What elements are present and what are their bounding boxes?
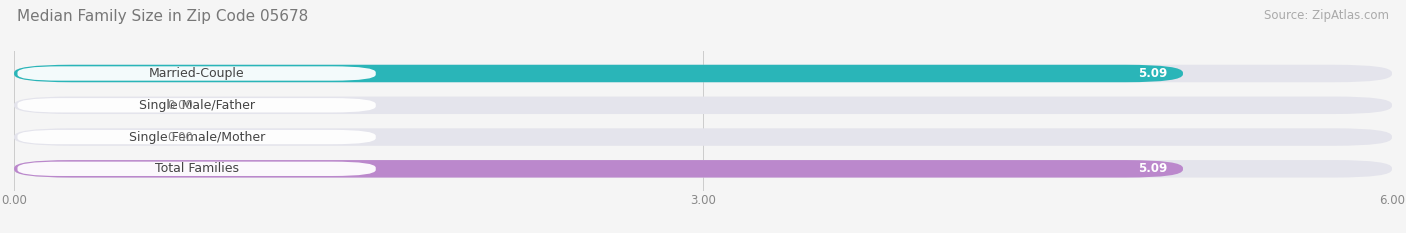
FancyBboxPatch shape (17, 66, 375, 81)
FancyBboxPatch shape (14, 160, 1392, 178)
FancyBboxPatch shape (14, 96, 1392, 114)
Text: 0.00: 0.00 (167, 130, 193, 144)
FancyBboxPatch shape (17, 98, 375, 113)
Text: Source: ZipAtlas.com: Source: ZipAtlas.com (1264, 9, 1389, 22)
FancyBboxPatch shape (14, 65, 1182, 82)
FancyBboxPatch shape (14, 160, 1182, 178)
FancyBboxPatch shape (14, 65, 1392, 82)
Text: 5.09: 5.09 (1137, 67, 1167, 80)
Text: Married-Couple: Married-Couple (149, 67, 245, 80)
FancyBboxPatch shape (17, 162, 375, 176)
FancyBboxPatch shape (17, 130, 375, 144)
Text: Single Female/Mother: Single Female/Mother (128, 130, 264, 144)
Text: Median Family Size in Zip Code 05678: Median Family Size in Zip Code 05678 (17, 9, 308, 24)
Text: 0.00: 0.00 (167, 99, 193, 112)
Text: Single Male/Father: Single Male/Father (139, 99, 254, 112)
Text: Total Families: Total Families (155, 162, 239, 175)
FancyBboxPatch shape (14, 128, 1392, 146)
Text: 5.09: 5.09 (1137, 162, 1167, 175)
